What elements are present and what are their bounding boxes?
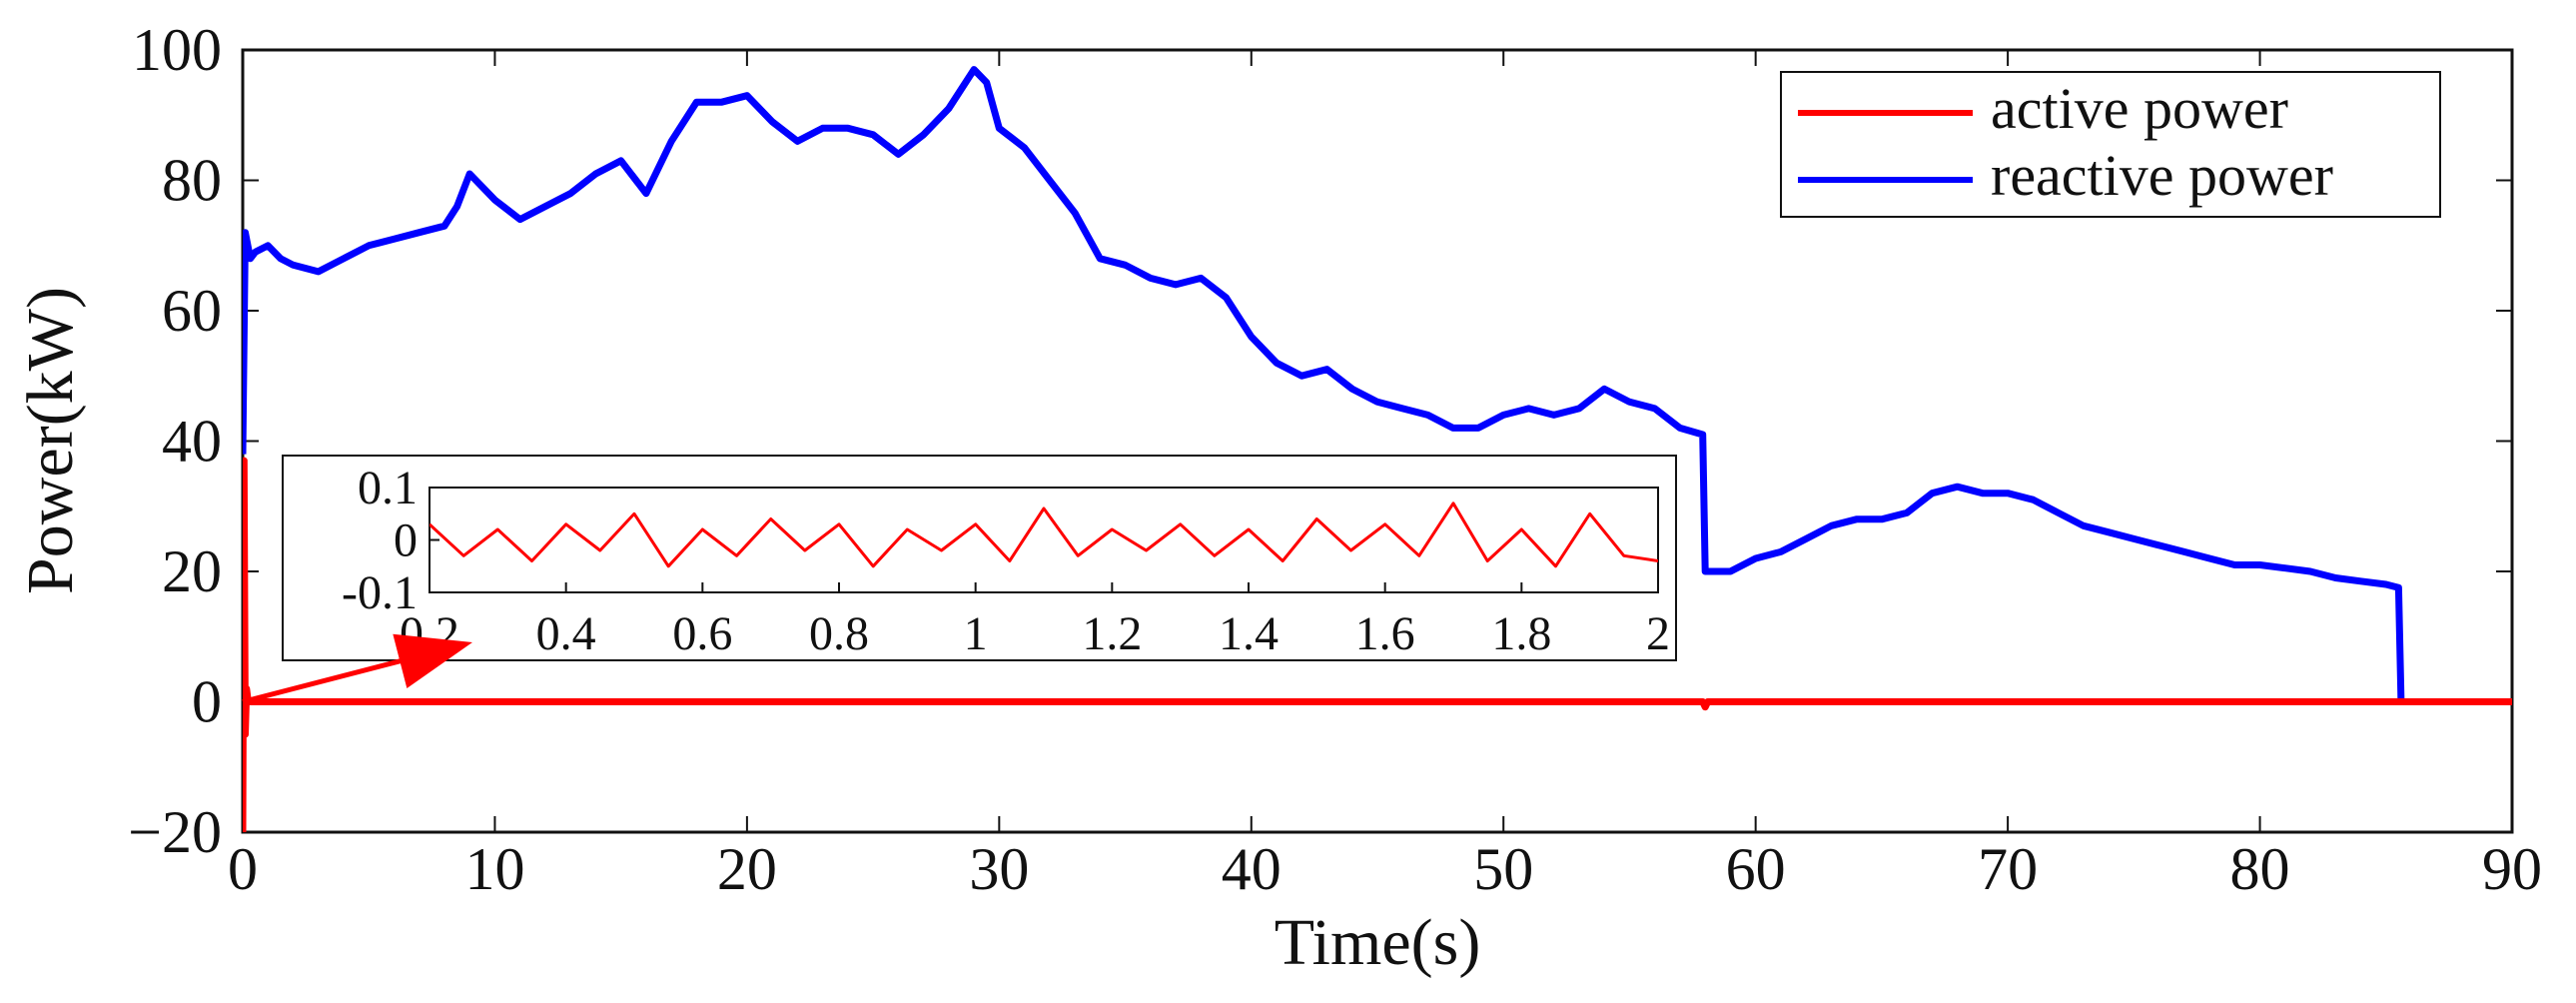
legend-label-reactive-power: reactive power xyxy=(1991,143,2333,208)
inset-series-line-active-power xyxy=(429,502,1658,568)
inset-x-tick-label: 0.6 xyxy=(672,607,732,660)
legend-label-active-power: active power xyxy=(1991,76,2288,141)
x-tick-label: 50 xyxy=(1473,836,1533,902)
arrow-shaft xyxy=(242,653,421,704)
inset-x-tick-label: 1.4 xyxy=(1219,607,1279,660)
x-tick-label: 70 xyxy=(1978,836,2038,902)
x-tick-label: 60 xyxy=(1726,836,1786,902)
y-axis-label: Power(kW) xyxy=(14,287,87,594)
x-tick-label: 80 xyxy=(2230,836,2290,902)
x-tick-label: 0 xyxy=(228,836,258,902)
zoom-arrow xyxy=(242,633,472,704)
y-tick-label: 80 xyxy=(162,148,222,214)
x-tick-label: 10 xyxy=(464,836,524,902)
y-tick-label: 40 xyxy=(162,409,222,475)
series-line-reactive-power xyxy=(243,66,2512,705)
inset: 0.2 0.4 0.6 0.8 1 1.2 1.4 1.6 1.8 2-0.100.1 xyxy=(282,455,1677,661)
series-layer xyxy=(243,66,2512,832)
x-tick-label: 90 xyxy=(2482,836,2542,902)
x-tick-label: 30 xyxy=(969,836,1029,902)
x-axis-label: Time(s) xyxy=(1275,906,1481,979)
inset-x-tick-label: 1.2 xyxy=(1082,607,1142,660)
y-tick-label: −20 xyxy=(128,799,222,865)
inset-series xyxy=(429,502,1658,568)
inset-x-tick-label: 0.8 xyxy=(809,607,869,660)
inset-axis-ticks xyxy=(429,487,1659,593)
inset-y-tick-label: 0 xyxy=(394,514,418,567)
inset-tick-labels: 0.2 0.4 0.6 0.8 1 1.2 1.4 1.6 1.8 2-0.100.1 xyxy=(342,462,1670,660)
x-tick-label: 20 xyxy=(717,836,777,902)
y-tick-label: 100 xyxy=(132,17,222,83)
legend: active power reactive power xyxy=(1780,71,2441,218)
inset-y-tick-label: -0.1 xyxy=(342,566,418,619)
arrow-head xyxy=(393,633,472,688)
inset-x-tick-label: 2 xyxy=(1646,607,1670,660)
y-tick-label: 20 xyxy=(162,538,222,604)
inset-x-tick-label: 1.6 xyxy=(1355,607,1415,660)
series-line-active-power xyxy=(243,457,2512,832)
inset-x-tick-label: 0.4 xyxy=(536,607,596,660)
y-tick-label: 0 xyxy=(192,669,222,735)
y-tick-label: 60 xyxy=(162,278,222,344)
x-tick-label: 40 xyxy=(1222,836,1282,902)
inset-x-tick-label: 1.8 xyxy=(1491,607,1551,660)
inset-x-tick-label: 1 xyxy=(964,607,988,660)
inset-y-tick-label: 0.1 xyxy=(358,462,418,514)
legend-box xyxy=(1780,71,2441,218)
